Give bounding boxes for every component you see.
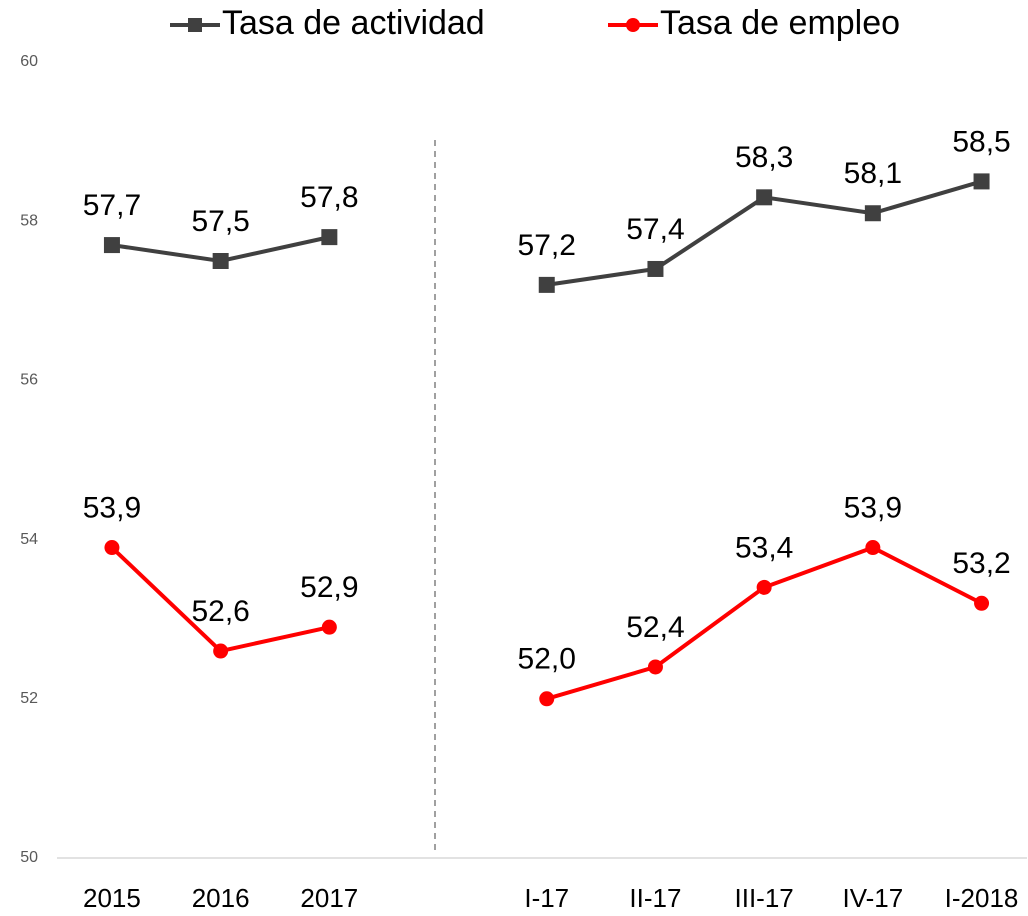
y-tick-label: 54 <box>20 531 38 548</box>
x-tick-label: 2015 <box>83 883 141 913</box>
marker <box>103 237 120 254</box>
x-tick-label: IV-17 <box>842 883 903 913</box>
y-tick-label: 60 <box>20 53 38 70</box>
marker <box>321 619 337 635</box>
marker <box>539 691 555 707</box>
marker <box>104 540 120 556</box>
value-label: 58,1 <box>844 157 902 190</box>
y-tick-label: 56 <box>20 372 38 389</box>
value-label: 53,9 <box>83 491 141 524</box>
value-label: 52,0 <box>518 643 576 676</box>
y-tick-label: 58 <box>20 212 38 229</box>
marker <box>973 173 990 190</box>
legend-marker <box>626 18 640 32</box>
marker <box>647 659 663 675</box>
value-label: 57,8 <box>300 181 358 214</box>
marker <box>647 260 664 277</box>
x-tick-label: 2017 <box>300 883 358 913</box>
marker <box>756 579 772 595</box>
value-label: 53,4 <box>735 531 793 564</box>
value-label: 53,9 <box>844 491 902 524</box>
marker <box>212 253 229 269</box>
marker <box>538 276 555 293</box>
marker <box>864 205 881 222</box>
legend-label: Tasa de actividad <box>222 4 485 42</box>
value-label: 58,5 <box>952 125 1010 158</box>
x-tick-label: I-17 <box>524 883 569 913</box>
legend-label: Tasa de empleo <box>660 4 900 42</box>
value-label: 52,6 <box>191 595 249 628</box>
x-tick-label: III-17 <box>735 883 794 913</box>
legend-marker <box>188 18 202 32</box>
value-label: 57,2 <box>518 229 576 262</box>
marker <box>865 540 881 556</box>
y-tick-label: 52 <box>20 690 38 707</box>
value-label: 53,2 <box>952 547 1010 580</box>
value-label: 57,7 <box>83 189 141 222</box>
marker <box>213 643 229 659</box>
value-label: 58,3 <box>735 141 793 174</box>
marker <box>974 595 990 611</box>
y-tick-label: 50 <box>20 849 38 866</box>
value-label: 52,9 <box>300 571 358 604</box>
value-label: 57,4 <box>626 213 684 246</box>
x-tick-label: I-2018 <box>945 883 1019 913</box>
value-label: 52,4 <box>626 611 684 644</box>
x-tick-label: II-17 <box>629 883 681 913</box>
value-label: 57,5 <box>191 205 249 238</box>
x-tick-label: 2016 <box>192 883 250 913</box>
marker <box>321 229 338 246</box>
marker <box>756 189 773 206</box>
